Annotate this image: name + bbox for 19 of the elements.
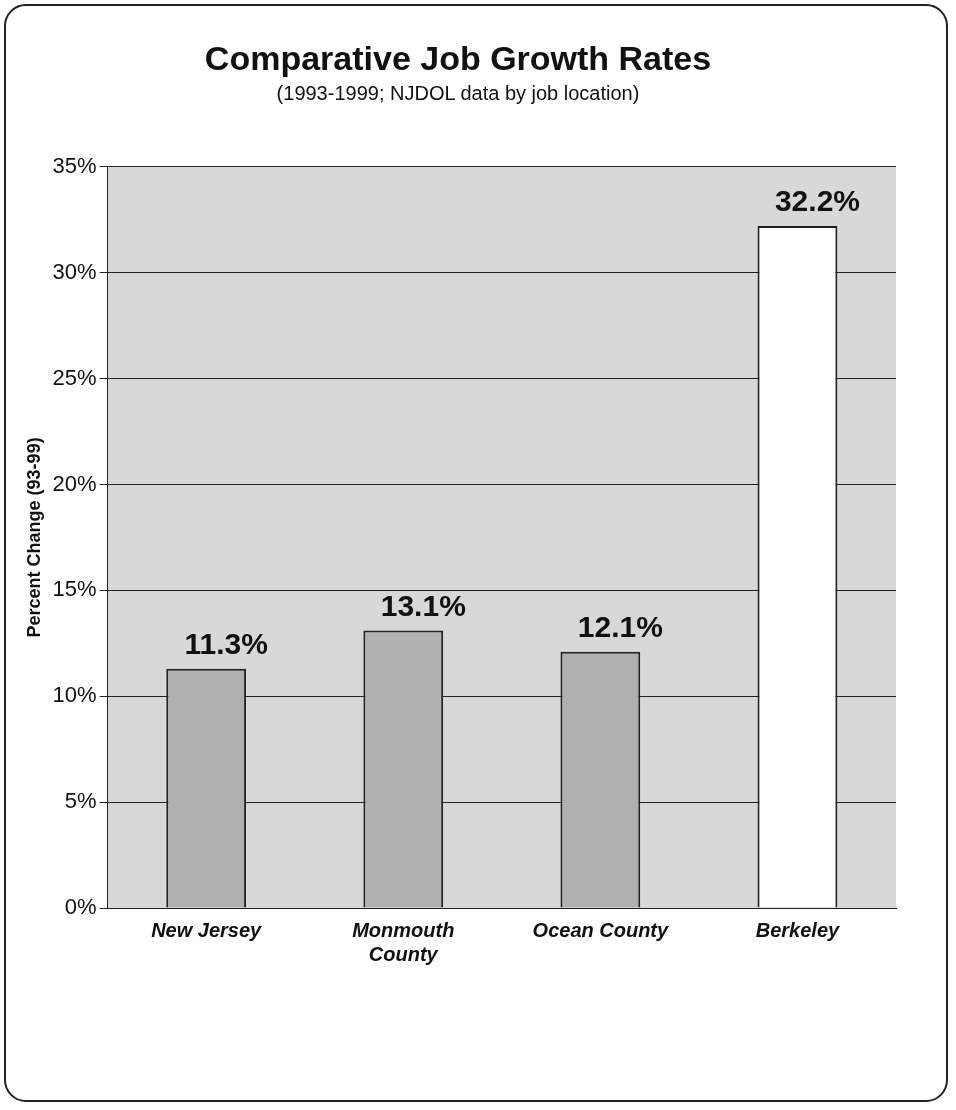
y-tick-label: 0%	[64, 894, 97, 920]
x-tick-label: Ocean County	[532, 918, 670, 941]
y-axis-title: Percent Change (93-99)	[23, 437, 44, 638]
y-tick-label: 10%	[52, 682, 97, 708]
x-tick-label: Monmouth County	[352, 918, 455, 965]
y-tick-label: 15%	[52, 576, 97, 602]
x-tick-label: New Jersey	[151, 918, 263, 941]
y-tick-label: 30%	[52, 258, 97, 284]
y-tick-label: 5%	[64, 788, 97, 814]
x-tick-label: Berkeley	[755, 918, 841, 941]
y-tick-label: 35%	[52, 152, 97, 178]
data-label: 12.1%	[577, 610, 663, 644]
data-label: 32.2%	[774, 184, 860, 218]
y-tick-label: 20%	[52, 470, 97, 496]
chart-subtitle: (1993-1999; NJDOL data by job location)	[276, 82, 640, 105]
y-tick-label: 25%	[52, 364, 97, 390]
data-label: 13.1%	[380, 588, 466, 622]
chart-title: Comparative Job Growth Rates	[204, 38, 712, 77]
data-label: 11.3%	[184, 626, 268, 660]
